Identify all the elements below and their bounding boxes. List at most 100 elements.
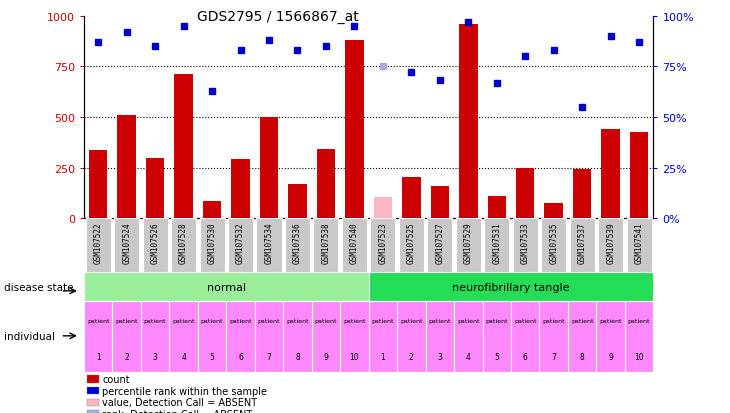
Bar xyxy=(112,301,141,372)
Text: patient: patient xyxy=(315,319,337,324)
Text: patient: patient xyxy=(343,319,366,324)
Text: patient: patient xyxy=(115,319,138,324)
Bar xyxy=(226,301,255,372)
Bar xyxy=(84,273,369,301)
Bar xyxy=(598,219,623,273)
Bar xyxy=(260,118,278,219)
Bar xyxy=(118,116,136,219)
Text: GSM107535: GSM107535 xyxy=(549,222,558,264)
Bar xyxy=(370,219,396,273)
Text: 8: 8 xyxy=(295,352,300,361)
Text: patient: patient xyxy=(286,319,309,324)
Bar xyxy=(169,301,198,372)
Text: 1: 1 xyxy=(96,352,101,361)
Text: 4: 4 xyxy=(466,352,471,361)
Text: neurofibrillary tangle: neurofibrillary tangle xyxy=(453,282,569,292)
Text: patient: patient xyxy=(372,319,394,324)
Bar xyxy=(171,219,196,273)
Text: GSM107534: GSM107534 xyxy=(264,222,274,264)
Text: 6: 6 xyxy=(523,352,528,361)
Text: 7: 7 xyxy=(266,352,272,361)
Bar xyxy=(228,219,253,273)
Bar xyxy=(456,219,481,273)
Text: 7: 7 xyxy=(551,352,556,361)
Bar xyxy=(313,219,339,273)
Bar xyxy=(285,219,310,273)
Bar xyxy=(539,301,568,372)
Bar xyxy=(256,219,282,273)
Text: GSM107524: GSM107524 xyxy=(122,222,131,264)
Text: rank, Detection Call = ABSENT: rank, Detection Call = ABSENT xyxy=(102,409,253,413)
Text: patient: patient xyxy=(201,319,223,324)
Text: GSM107523: GSM107523 xyxy=(378,222,388,264)
Bar xyxy=(174,75,193,219)
Text: normal: normal xyxy=(207,282,246,292)
Text: 1: 1 xyxy=(380,352,385,361)
Bar xyxy=(630,133,648,219)
Text: 10: 10 xyxy=(350,352,359,361)
Text: patient: patient xyxy=(485,319,508,324)
Bar xyxy=(87,375,99,383)
Text: 9: 9 xyxy=(608,352,613,361)
Text: GSM107529: GSM107529 xyxy=(464,222,473,264)
Text: 2: 2 xyxy=(124,352,129,361)
Text: GSM107537: GSM107537 xyxy=(577,222,587,264)
Text: patient: patient xyxy=(514,319,537,324)
Text: GSM107536: GSM107536 xyxy=(293,222,302,264)
Text: 3: 3 xyxy=(437,352,442,361)
Bar xyxy=(283,301,312,372)
Text: patient: patient xyxy=(400,319,423,324)
Bar xyxy=(85,219,111,273)
Bar xyxy=(369,273,653,301)
Text: value, Detection Call = ABSENT: value, Detection Call = ABSENT xyxy=(102,397,257,407)
Text: GSM107541: GSM107541 xyxy=(634,222,644,264)
Bar xyxy=(345,41,364,219)
Text: GSM107522: GSM107522 xyxy=(93,222,103,264)
Bar xyxy=(87,410,99,413)
Text: patient: patient xyxy=(457,319,480,324)
Bar xyxy=(369,301,397,372)
Bar xyxy=(342,219,367,273)
Text: patient: patient xyxy=(628,319,650,324)
Text: individual: individual xyxy=(4,332,55,342)
Bar xyxy=(454,301,483,372)
Bar xyxy=(484,219,510,273)
Bar xyxy=(459,25,477,219)
Text: patient: patient xyxy=(542,319,565,324)
Bar xyxy=(402,178,420,219)
Text: GSM107532: GSM107532 xyxy=(236,222,245,264)
Text: GSM107531: GSM107531 xyxy=(492,222,502,264)
Text: GSM107538: GSM107538 xyxy=(321,222,331,264)
Bar xyxy=(141,301,169,372)
Text: 8: 8 xyxy=(580,352,585,361)
Bar xyxy=(203,202,221,219)
Text: 5: 5 xyxy=(494,352,499,361)
Bar xyxy=(426,301,454,372)
Text: GSM107528: GSM107528 xyxy=(179,222,188,264)
Bar xyxy=(431,187,449,219)
Text: patient: patient xyxy=(571,319,593,324)
Text: patient: patient xyxy=(144,319,166,324)
Text: percentile rank within the sample: percentile rank within the sample xyxy=(102,386,267,396)
Text: patient: patient xyxy=(87,319,109,324)
Text: patient: patient xyxy=(258,319,280,324)
Bar xyxy=(569,219,595,273)
Bar xyxy=(399,219,424,273)
Bar xyxy=(87,399,99,406)
Bar xyxy=(541,219,566,273)
Bar xyxy=(288,185,307,219)
Text: GSM107525: GSM107525 xyxy=(407,222,416,264)
Text: GSM107527: GSM107527 xyxy=(435,222,445,264)
Bar xyxy=(198,301,226,372)
Bar xyxy=(625,301,653,372)
Text: 9: 9 xyxy=(323,352,328,361)
Text: disease state: disease state xyxy=(4,282,73,292)
Bar xyxy=(255,301,283,372)
Bar xyxy=(397,301,426,372)
Text: count: count xyxy=(102,374,130,384)
Bar xyxy=(199,219,225,273)
Bar xyxy=(87,387,99,394)
Bar xyxy=(602,130,620,219)
Bar xyxy=(340,301,369,372)
Bar xyxy=(89,151,107,219)
